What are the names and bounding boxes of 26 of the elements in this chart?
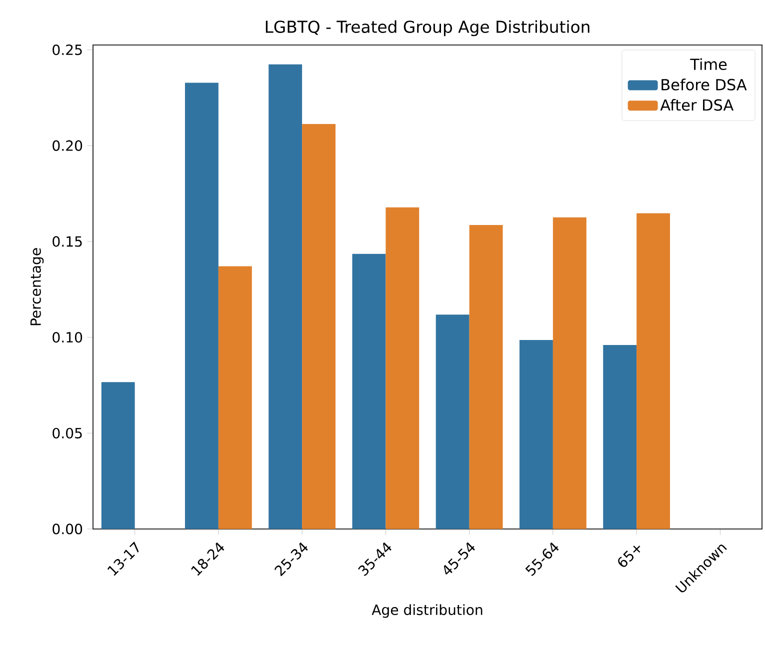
legend-title: Time [690,58,727,70]
bar [352,254,386,529]
legend-label: After DSA [660,98,734,111]
bar [386,207,420,529]
y-tick-label: 0.20 [52,140,82,151]
bar [636,213,670,529]
y-tick-label: 0.15 [52,236,82,247]
bar [519,340,553,529]
bar [469,224,503,529]
bar [603,344,637,529]
y-axis-title: Percentage [30,248,44,326]
bar [218,266,252,529]
legend-label: Before DSA [662,78,747,90]
bar [184,82,218,529]
x-axis-title: Age distribution [372,604,482,618]
y-tick-label: 0.05 [52,428,82,438]
y-tick-label: 0.00 [52,524,82,534]
bar [101,382,135,529]
bar [552,217,586,529]
bar [268,64,302,529]
bar [302,124,336,529]
chart-title: LGBTQ - Treated Group Age Distribution [266,20,590,36]
y-tick-label: 0.25 [52,44,82,56]
x-tick-label: 65+ [618,546,640,567]
y-tick-label: 0.10 [52,332,82,343]
bar [436,314,470,529]
